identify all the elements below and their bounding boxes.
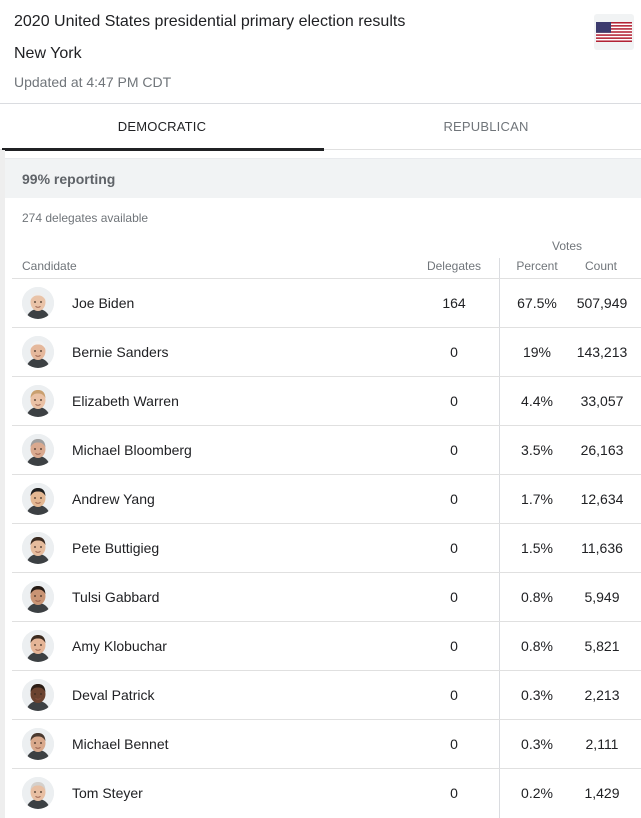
candidate-name: Pete Buttigieg [72,540,160,556]
candidate-percent: 1.7% [521,491,553,507]
candidate-row[interactable]: Deval Patrick 0 0.3% 2,213 [12,670,641,719]
candidate-percent: 19% [522,344,552,360]
candidate-name: Joe Biden [72,295,135,311]
column-header-votes: Votes [552,239,583,253]
candidate-delegates: 0 [450,736,458,752]
tab-republican[interactable]: REPUBLICAN [443,119,529,134]
candidate-vote-count: 33,057 [580,393,624,409]
candidate-delegates: 0 [450,638,458,654]
column-header-delegates: Delegates [426,259,482,273]
candidate-row[interactable]: Andrew Yang 0 1.7% 12,634 [12,474,641,523]
candidate-vote-count: 1,429 [584,785,620,801]
candidate-percent: 0.8% [521,638,553,654]
candidate-name: Amy Klobuchar [72,638,167,654]
candidate-name: Andrew Yang [72,491,155,507]
candidate-avatar [22,679,54,711]
candidate-percent: 4.4% [521,393,553,409]
reporting-banner: 99% reporting [5,158,641,198]
candidate-vote-count: 26,163 [580,442,624,458]
candidate-name: Tom Steyer [72,785,143,801]
candidate-row[interactable]: Amy Klobuchar 0 0.8% 5,821 [12,621,641,670]
candidate-avatar [22,777,54,809]
tab-democratic[interactable]: DEMOCRATIC [2,104,324,151]
candidate-name: Tulsi Gabbard [72,589,160,605]
candidate-avatar [22,728,54,760]
candidate-avatar [22,532,54,564]
candidate-name: Michael Bloomberg [72,442,192,458]
column-divider [499,258,500,818]
candidate-avatar [22,581,54,613]
candidate-delegates: 0 [450,442,458,458]
candidate-avatar [22,483,54,515]
candidate-row[interactable]: Michael Bennet 0 0.3% 2,111 [12,719,641,768]
candidate-avatar [22,385,54,417]
candidate-delegates: 164 [442,295,466,311]
delegates-available: 274 delegates available [22,211,149,225]
candidate-name: Deval Patrick [72,687,155,703]
column-header-percent: Percent [516,259,558,273]
candidate-delegates: 0 [450,589,458,605]
column-header-count: Count [584,259,618,273]
column-header-candidate: Candidate [22,259,77,273]
results-table: Joe Biden 164 67.5% 507,949 Bernie Sanders 0 1… [12,278,641,817]
candidate-name: Elizabeth Warren [72,393,179,409]
candidate-row[interactable]: Pete Buttigieg 0 1.5% 11,636 [12,523,641,572]
state-name: New York [14,45,82,62]
candidate-delegates: 0 [450,491,458,507]
candidate-vote-count: 2,213 [584,687,620,703]
candidate-delegates: 0 [450,687,458,703]
candidate-row[interactable]: Tom Steyer 0 0.2% 1,429 [12,768,641,817]
results-header: 2020 United States presidential primary … [0,0,641,104]
reporting-text: 99% reporting [22,171,116,187]
candidate-percent: 0.3% [521,736,553,752]
candidate-delegates: 0 [450,393,458,409]
us-flag-icon [594,14,634,50]
candidate-name: Michael Bennet [72,736,169,752]
candidate-percent: 0.8% [521,589,553,605]
candidate-vote-count: 2,111 [585,736,619,752]
candidate-name: Bernie Sanders [72,344,169,360]
candidate-avatar [22,630,54,662]
candidate-percent: 1.5% [521,540,553,556]
candidate-row[interactable]: Bernie Sanders 0 19% 143,213 [12,327,641,376]
candidate-vote-count: 5,949 [584,589,620,605]
candidate-vote-count: 11,636 [581,540,623,556]
candidate-percent: 67.5% [517,295,557,311]
page-title: 2020 United States presidential primary … [14,13,406,30]
candidate-vote-count: 5,821 [584,638,620,654]
candidate-percent: 0.2% [521,785,553,801]
candidate-row[interactable]: Michael Bloomberg 0 3.5% 26,163 [12,425,641,474]
updated-time: Updated at 4:47 PM CDT [14,74,172,90]
candidate-vote-count: 143,213 [576,344,628,360]
candidate-row[interactable]: Elizabeth Warren 0 4.4% 33,057 [12,376,641,425]
candidate-percent: 3.5% [521,442,553,458]
candidate-delegates: 0 [450,785,458,801]
candidate-row[interactable]: Tulsi Gabbard 0 0.8% 5,949 [12,572,641,621]
candidate-avatar [22,434,54,466]
left-gutter [0,150,5,818]
candidate-avatar [22,287,54,319]
candidate-avatar [22,336,54,368]
candidate-row[interactable]: Joe Biden 164 67.5% 507,949 [12,278,641,327]
party-tabs: DEMOCRATIC REPUBLICAN [0,104,641,151]
candidate-delegates: 0 [450,540,458,556]
candidate-delegates: 0 [450,344,458,360]
candidate-vote-count: 507,949 [576,295,628,311]
candidate-vote-count: 12,634 [580,491,624,507]
candidate-percent: 0.3% [521,687,553,703]
